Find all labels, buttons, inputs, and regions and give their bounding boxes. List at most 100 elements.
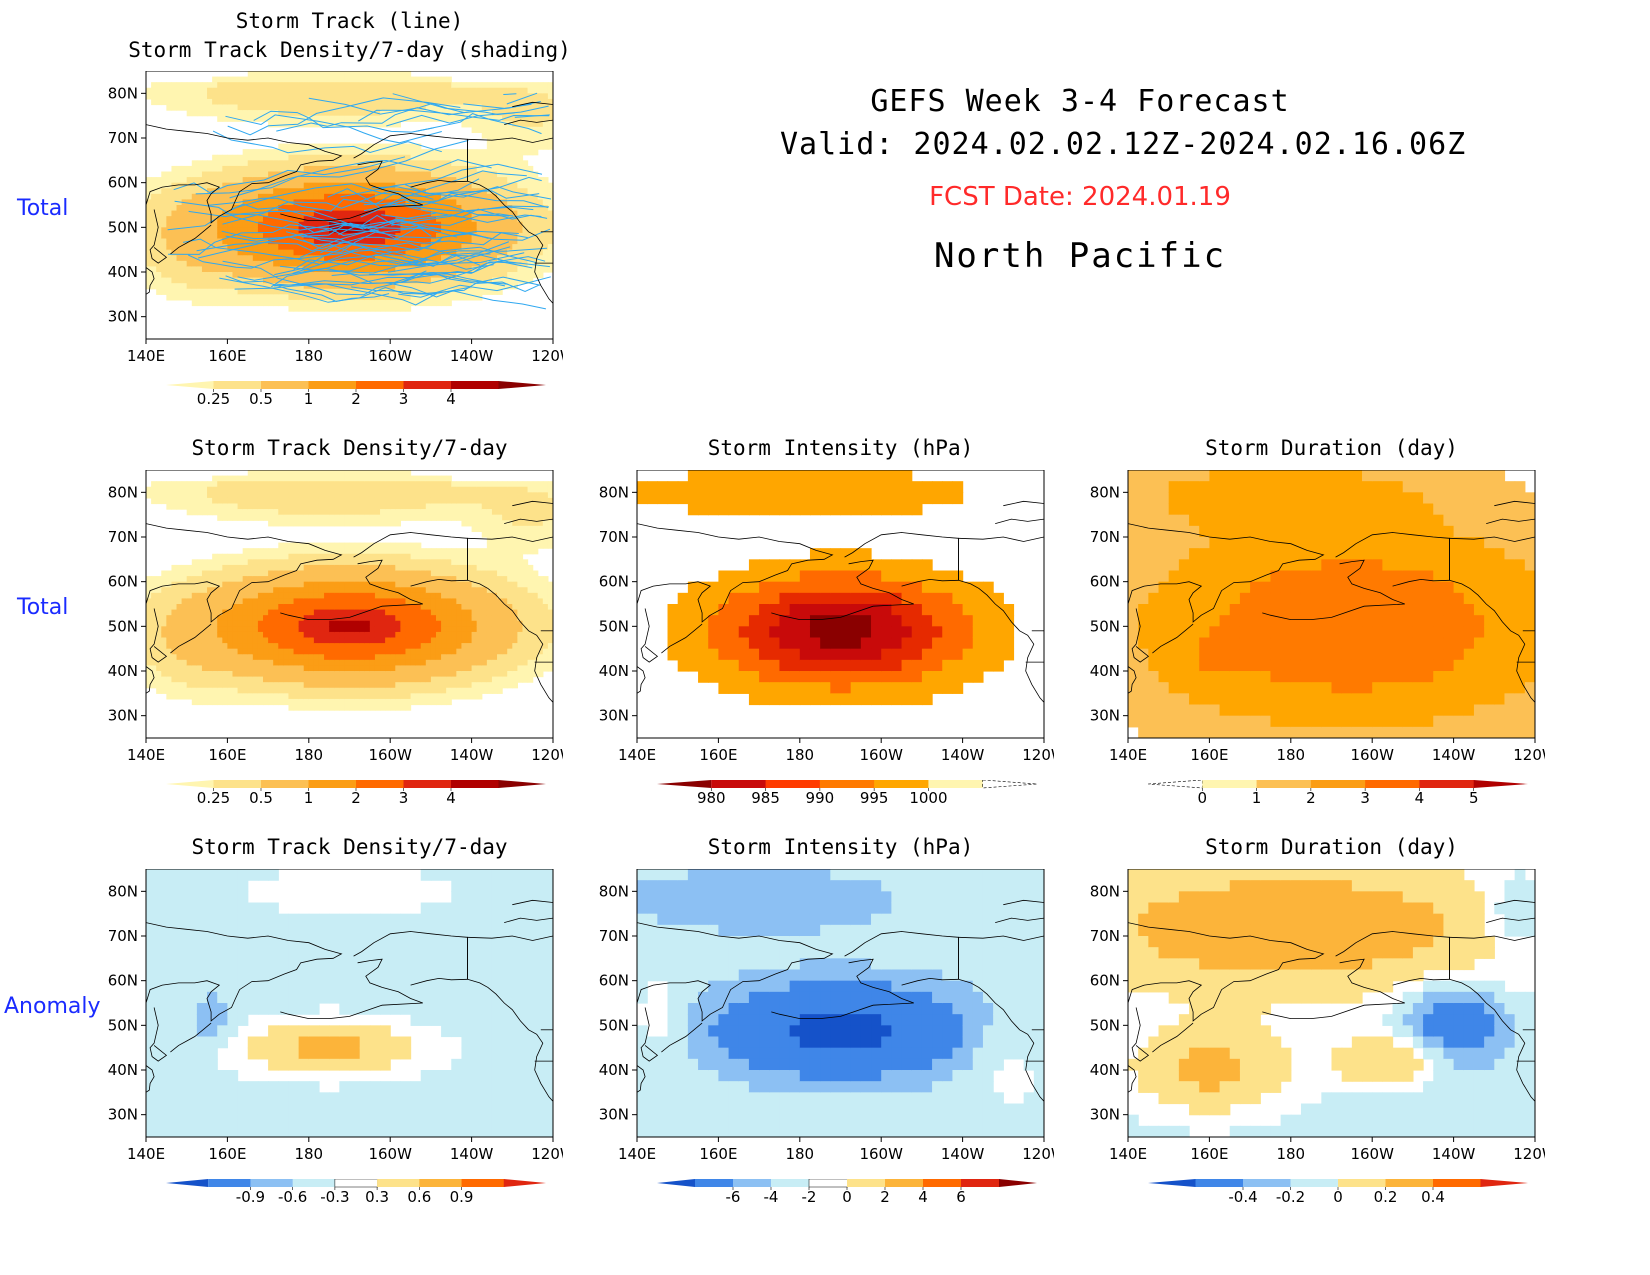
shading-cell [247,609,254,616]
shading-cell [542,188,549,195]
shading-cell [268,609,274,616]
shading-cell [329,481,335,488]
shading-cell [329,294,335,301]
shading-cell [380,497,386,505]
shading-cell [293,216,300,223]
shading-cell [171,288,178,295]
shading-cell [532,93,539,100]
shading-cell [232,104,239,111]
shading-cell [425,188,432,195]
shading-cell [303,542,310,549]
shading-cell [415,193,422,201]
shading-cell [181,277,188,284]
shading-cell [201,581,208,588]
shading-cell [176,564,183,572]
shading-cell [374,244,381,251]
shading-cell [227,110,234,117]
shading-cell [288,659,295,667]
shading-cell [201,193,208,201]
shading-cell [425,294,432,301]
shading-cell [339,71,346,78]
shading-cell [318,592,325,600]
shading-cell [257,205,264,212]
shading-cell [329,299,335,307]
shading-cell [237,509,244,516]
shading-cell [196,492,203,499]
shading-cell [435,93,442,100]
shading-cell [191,659,198,667]
shading-cell [201,299,208,307]
shading-cell [166,182,173,189]
shading-cell [405,475,412,482]
shading-cell [242,299,249,307]
shading-cell [415,205,422,212]
shading-cell [410,598,417,605]
shading-cell [517,154,524,161]
shading-cell [212,171,218,178]
shading-cell [324,693,330,700]
shading-cell [252,609,259,616]
shading-cell [303,581,310,588]
shading-cell [324,76,330,83]
shading-cell [385,143,391,150]
shading-cell [303,260,310,268]
shading-cell [537,87,544,94]
shading-cell [293,609,300,616]
shading-cell [176,604,183,611]
shading-cell [313,553,320,560]
shading-cell [481,132,488,139]
shading-cell [196,221,203,228]
shading-cell [390,659,396,667]
shading-cell [217,648,223,655]
shading-cell [380,160,386,167]
shading-cell [196,481,203,488]
shading-cell [217,93,223,100]
shading-cell [237,503,244,510]
shading-cell [400,87,407,94]
shading-cell [334,87,340,94]
shading-cell [522,266,529,273]
shading-cell [435,104,442,111]
shading-cell [507,149,513,156]
shading-cell [186,110,193,117]
shading-cell [171,232,178,240]
shading-cell [354,98,361,106]
shading-cell [349,548,356,555]
shading-cell [212,227,218,234]
shading-cell [196,615,203,622]
shading-cell [293,682,300,689]
shading-cell [268,249,274,256]
shading-cell [329,104,335,111]
shading-cell [430,160,437,167]
shading-cell [268,266,274,273]
shading-cell [181,631,188,639]
shading-cell [435,255,442,262]
shading-cell [461,149,468,156]
shading-cell [293,149,300,156]
shading-cell [435,205,442,212]
shading-cell [283,238,290,245]
shading-cell [441,177,447,184]
shading-cell [354,216,361,223]
shading-cell [497,193,503,201]
shading-cell [324,631,330,639]
shading-cell [242,497,249,505]
shading-cell [318,559,325,566]
shading-cell [191,160,198,167]
shading-cell [527,171,534,178]
shading-cell [374,654,381,661]
shading-cell [522,143,529,150]
shading-cell [146,182,152,189]
shading-cell [217,497,223,505]
shading-cell [481,121,488,128]
shading-cell [252,548,259,555]
shading-cell [329,93,335,100]
shading-cell [491,266,498,273]
shading-cell [324,283,330,290]
shading-cell [288,154,295,161]
shading-cell [329,682,335,689]
shading-cell [191,654,198,661]
shading-cell [334,693,340,700]
shading-cell [380,682,386,689]
shading-cell [349,182,356,189]
